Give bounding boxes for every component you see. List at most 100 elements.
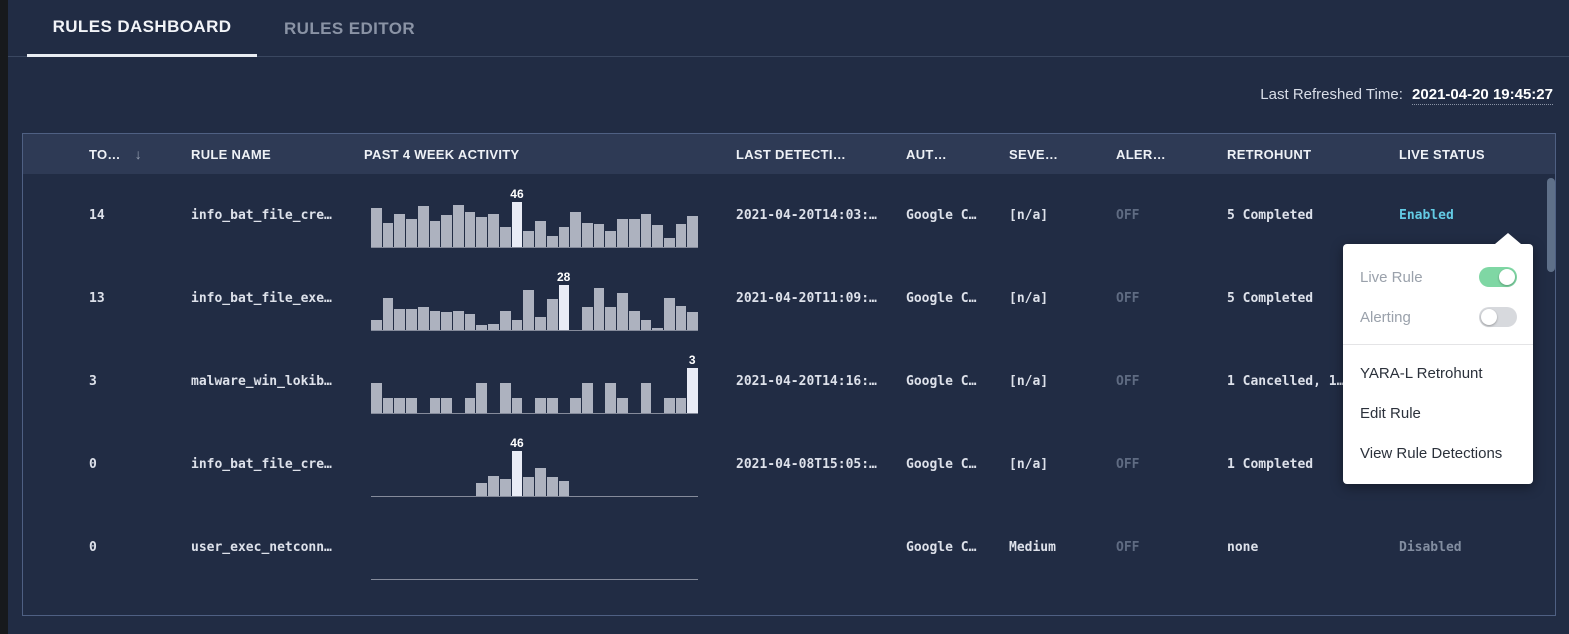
activity-bar: [675, 224, 687, 247]
activity-chart-cell[interactable]: 3: [364, 340, 736, 423]
last-detection-cell: 2021-04-20T14:16:…: [736, 374, 877, 389]
table-row[interactable]: 14 info_bat_file_cre… 46 2021-04-20T14:0…: [23, 174, 1555, 257]
activity-bar: [640, 383, 652, 413]
menu-item-view-rule-detections[interactable]: View Rule Detections: [1360, 444, 1503, 462]
activity-bar: [511, 451, 523, 496]
rule-name-cell[interactable]: info_bat_file_exe…: [191, 291, 332, 306]
column-header-last-detection[interactable]: LAST DETECTI…: [736, 146, 847, 162]
chart-peak-label: 46: [510, 187, 524, 201]
column-header-live-status[interactable]: LIVE STATUS: [1399, 146, 1485, 162]
table-body: 14 info_bat_file_cre… 46 2021-04-20T14:0…: [23, 174, 1555, 589]
activity-bar: [546, 477, 558, 496]
activity-bar: [605, 231, 617, 247]
menu-item-yara-l-retrohunt[interactable]: YARA-L Retrohunt: [1360, 364, 1483, 382]
rule-name-cell[interactable]: info_bat_file_cre…: [191, 457, 332, 472]
activity-bar: [593, 224, 605, 247]
column-header-total-detections[interactable]: TO… ↓: [89, 146, 143, 162]
tab-rules-editor[interactable]: RULES EDITOR: [257, 0, 442, 57]
activity-bar: [640, 320, 652, 330]
chart-peak-label: 46: [510, 436, 524, 450]
alerting-toggle-row: Alerting: [1343, 297, 1533, 337]
table-row[interactable]: 0 user_exec_netconn… Google C… Medium OF…: [23, 506, 1555, 589]
column-header-alerting[interactable]: ALER…: [1116, 146, 1166, 162]
retrohunt-cell: 1 Cancelled, 1…: [1227, 374, 1345, 389]
activity-chart-cell[interactable]: 46: [364, 174, 736, 257]
activity-bar: [617, 293, 628, 330]
last-detection-cell: 2021-04-20T14:03:…: [736, 208, 877, 223]
activity-bar: [453, 311, 464, 330]
menu-item-edit-rule[interactable]: Edit Rule: [1360, 404, 1421, 422]
activity-bar: [511, 320, 523, 330]
table-row[interactable]: 3 malware_win_lokib… 3 2021-04-20T14:16:…: [23, 340, 1555, 423]
column-header-retrohunt[interactable]: RETROHUNT: [1227, 146, 1312, 162]
activity-bar: [663, 298, 675, 330]
vertical-scrollbar-thumb[interactable]: [1547, 178, 1555, 272]
tab-label: RULES DASHBOARD: [52, 17, 232, 36]
column-header-severity[interactable]: SEVE…: [1009, 146, 1059, 162]
activity-bar: [558, 227, 570, 247]
activity-bar: [371, 208, 382, 247]
table-row[interactable]: 0 info_bat_file_cre… 46 2021-04-08T15:05…: [23, 423, 1555, 506]
live-rule-toggle-row: Live Rule: [1343, 257, 1533, 297]
activity-chart-cell[interactable]: 46: [364, 423, 736, 506]
activity-bar: [417, 206, 429, 247]
column-header-past-4-week-activity[interactable]: PAST 4 WEEK ACTIVITY: [364, 146, 520, 162]
chart-bars: [371, 285, 699, 331]
live-status-cell[interactable]: Disabled: [1399, 540, 1462, 555]
last-refreshed-timestamp: 2021-04-20 19:45:27: [1412, 86, 1553, 105]
live-rule-toggle[interactable]: [1479, 267, 1517, 287]
author-cell: Google C…: [906, 291, 977, 306]
alerting-label: Alerting: [1360, 308, 1411, 326]
activity-chart-cell[interactable]: 28: [364, 257, 736, 340]
rule-name-cell[interactable]: user_exec_netconn…: [191, 540, 332, 555]
activity-bar: [406, 309, 417, 330]
author-cell: Google C…: [906, 208, 977, 223]
rule-name-cell[interactable]: malware_win_lokib…: [191, 374, 332, 389]
activity-bar: [441, 215, 453, 247]
activity-bar: [652, 328, 663, 330]
activity-bar: [429, 398, 441, 413]
chart-bars: [371, 368, 699, 414]
table-row[interactable]: 13 info_bat_file_exe… 28 2021-04-20T11:0…: [23, 257, 1555, 340]
tab-rules-dashboard[interactable]: RULES DASHBOARD: [27, 0, 257, 57]
activity-bar: [675, 306, 687, 330]
activity-bar: [581, 383, 593, 413]
activity-bar: [499, 311, 511, 330]
last-detection-cell: 2021-04-08T15:05:…: [736, 457, 877, 472]
activity-bar: [476, 217, 488, 247]
context-menu-items: YARA-L Retrohunt Edit Rule View Rule Det…: [1343, 345, 1533, 481]
past-4-week-activity-chart: 28: [371, 270, 699, 331]
activity-bar: [581, 223, 593, 247]
activity-bar: [546, 299, 558, 330]
severity-cell: [n/a]: [1009, 291, 1049, 306]
activity-bar: [511, 202, 523, 247]
column-header-rule-name[interactable]: RULE NAME: [191, 146, 271, 162]
last-refreshed-label: Last Refreshed Time:: [1260, 86, 1403, 103]
tab-label: RULES EDITOR: [283, 18, 416, 38]
past-4-week-activity-chart: [371, 519, 698, 580]
sort-descending-icon[interactable]: ↓: [134, 146, 143, 162]
retrohunt-cell: 5 Completed: [1227, 291, 1314, 306]
activity-bar: [382, 298, 394, 330]
tab-bar: RULES DASHBOARD RULES EDITOR: [8, 0, 1569, 57]
activity-bar: [394, 398, 406, 413]
activity-bar: [593, 288, 605, 330]
rule-name-cell[interactable]: info_bat_file_cre…: [191, 208, 332, 223]
activity-bar: [570, 212, 581, 247]
rule-context-menu: Live Rule Alerting YARA-L Retrohunt Edit…: [1343, 233, 1533, 484]
total-detections-cell: 14: [89, 208, 105, 223]
activity-chart-cell[interactable]: [364, 506, 736, 589]
chart-peak-label: 28: [557, 270, 571, 284]
retrohunt-cell: none: [1227, 540, 1259, 555]
toggle-knob: [1499, 269, 1515, 285]
column-header-author[interactable]: AUT…: [906, 146, 947, 162]
author-cell: Google C…: [906, 374, 977, 389]
live-status-cell[interactable]: Enabled: [1399, 208, 1454, 223]
activity-bar: [371, 383, 382, 413]
alerting-toggle[interactable]: [1479, 307, 1517, 327]
total-detections-cell: 0: [89, 457, 97, 472]
activity-bar: [488, 214, 499, 247]
chart-bars: [371, 534, 698, 580]
alerting-cell: OFF: [1116, 457, 1140, 472]
